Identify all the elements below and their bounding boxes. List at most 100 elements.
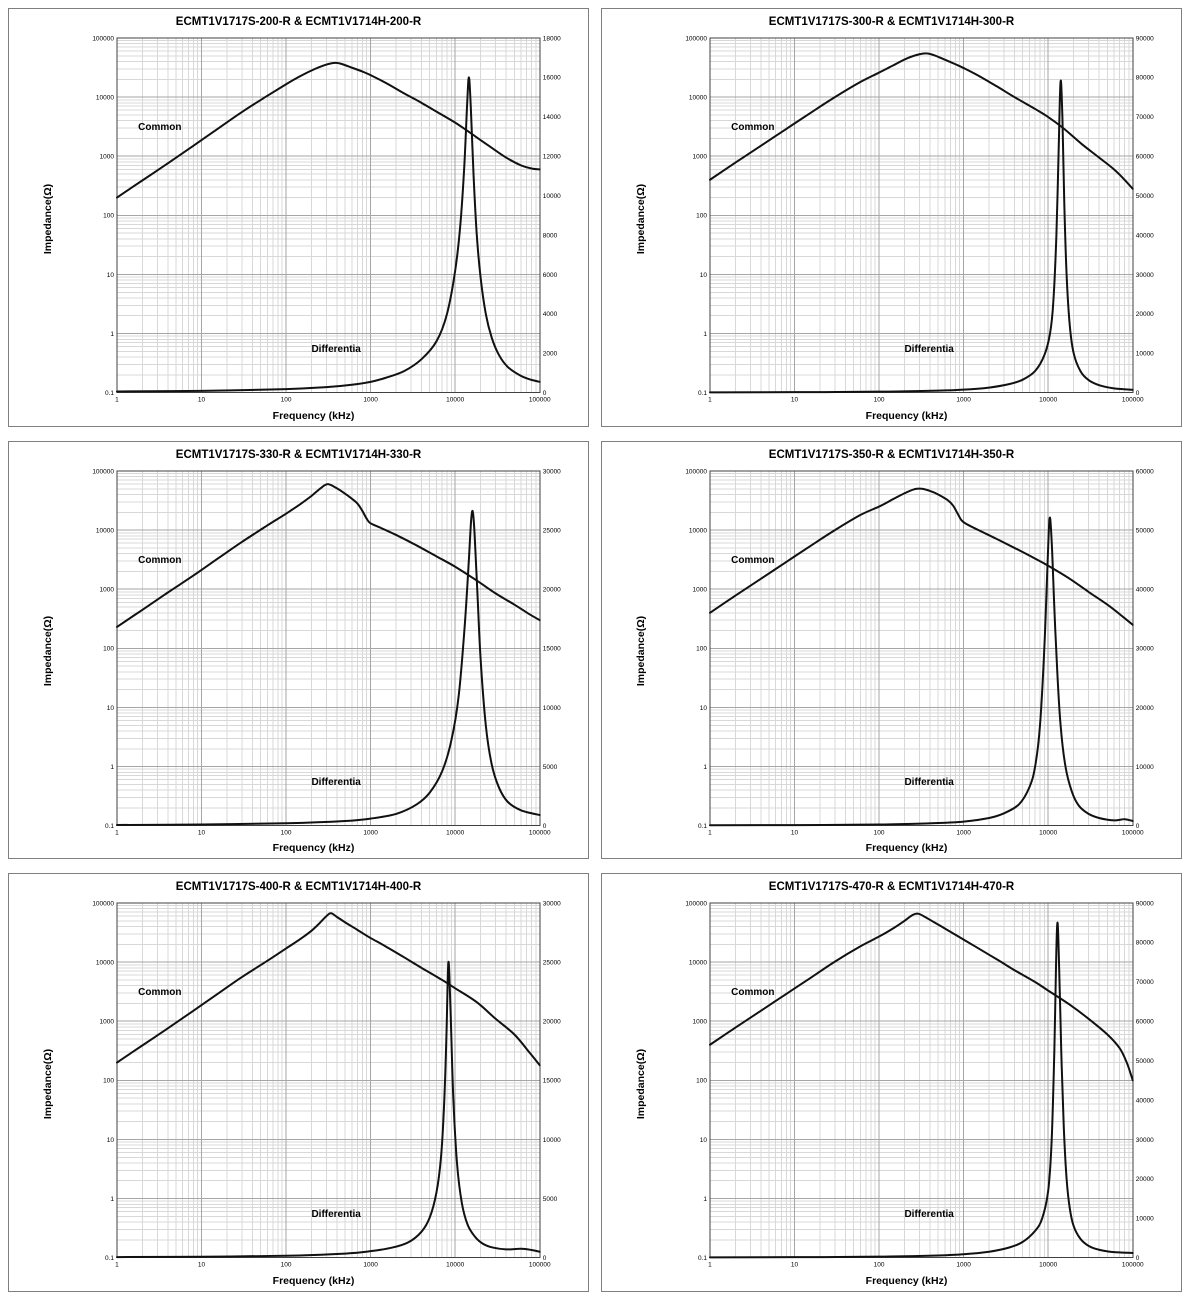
svg-text:0: 0 [1136,390,1140,397]
y-axis-label: Impedance(Ω) [635,183,648,254]
svg-text:100: 100 [103,645,114,652]
svg-text:25000: 25000 [543,527,561,534]
chart-svg: 1 10 100 1000 10000 1000000.11101001000100001… [93,35,562,404]
svg-text:20000: 20000 [543,1019,561,1026]
svg-text:100000: 100000 [1122,397,1144,404]
svg-text:2000: 2000 [543,351,558,358]
svg-text:10000: 10000 [1039,1262,1057,1269]
svg-text:30000: 30000 [1136,1137,1154,1144]
svg-text:18000: 18000 [543,35,561,42]
svg-text:100000: 100000 [93,901,115,908]
svg-text:10: 10 [198,1262,206,1269]
svg-text:60000: 60000 [1136,153,1154,160]
svg-text:10: 10 [107,1137,115,1144]
svg-text:100000: 100000 [1122,829,1144,836]
chart-plot-area: 1 10 100 1000 10000 100000 0.1 1 10 100 1000 10000 1… [676,894,1177,1274]
svg-text:1000: 1000 [693,153,708,160]
svg-text:10000: 10000 [689,94,707,101]
chart-body: Impedance(Ω) 1 10 100 1000 10000 100000 0.1 1 10… [606,894,1177,1274]
svg-text:10: 10 [700,704,708,711]
svg-text:100: 100 [874,829,885,836]
svg-text:10000: 10000 [96,960,114,967]
svg-text:100: 100 [103,1078,114,1085]
svg-text:20000: 20000 [1136,1176,1154,1183]
svg-text:14000: 14000 [543,114,561,121]
svg-text:0.1: 0.1 [105,1255,114,1262]
svg-text:100: 100 [874,1262,885,1269]
y-axis-label-wrap: Impedance(Ω) [606,894,676,1274]
chart-plot-area: 1 10 100 1000 10000 100000 0.1 1 10 100 1000 10000 1… [83,894,584,1274]
x-axis-label: Frequency (kHz) [272,842,355,855]
svg-text:100000: 100000 [686,35,708,42]
y-axis-label-wrap: Impedance(Ω) [13,462,83,842]
svg-text:1: 1 [708,829,712,836]
svg-text:4000: 4000 [543,311,558,318]
svg-text:1000: 1000 [364,829,379,836]
chart-body: Impedance(Ω) 1 10 100 1000 10000 100000 0.1 1 10… [13,29,584,409]
svg-text:10: 10 [107,704,115,711]
x-axis-label: Frequency (kHz) [865,842,948,855]
svg-text:10: 10 [107,272,115,279]
svg-text:10: 10 [198,829,206,836]
svg-text:40000: 40000 [1136,1098,1154,1105]
svg-text:Differentia: Differentia [312,1209,362,1220]
svg-text:0: 0 [543,823,547,830]
svg-text:10000: 10000 [689,960,707,967]
svg-text:0: 0 [543,1255,547,1262]
svg-text:1: 1 [704,331,708,338]
chart-panel-200: ECMT1V1717S-200-R & ECMT1V1714H-200-R Im… [8,8,589,427]
svg-text:100: 100 [103,213,114,220]
svg-text:90000: 90000 [1136,901,1154,908]
svg-text:8000: 8000 [543,232,558,239]
y-axis-label: Impedance(Ω) [635,1049,648,1120]
svg-text:10: 10 [700,272,708,279]
svg-text:40000: 40000 [1136,586,1154,593]
svg-text:12000: 12000 [543,153,561,160]
svg-text:100: 100 [696,213,707,220]
svg-text:10000: 10000 [446,829,464,836]
svg-text:10: 10 [791,1262,799,1269]
svg-text:1000: 1000 [100,586,115,593]
charts-grid: ECMT1V1717S-200-R & ECMT1V1714H-200-R Im… [8,8,1182,1292]
svg-text:60000: 60000 [1136,468,1154,475]
svg-text:1000: 1000 [693,586,708,593]
svg-text:0: 0 [1136,1255,1140,1262]
y-axis-label-wrap: Impedance(Ω) [606,29,676,409]
svg-text:Common: Common [731,988,774,999]
svg-text:100000: 100000 [93,35,115,42]
svg-text:1: 1 [111,1196,115,1203]
chart-title: ECMT1V1717S-300-R & ECMT1V1714H-300-R [768,16,1015,28]
svg-text:60000: 60000 [1136,1019,1154,1026]
y-axis-label: Impedance(Ω) [42,1049,55,1120]
chart-svg: 1 10 100 1000 10000 1000000.11101001000100001… [686,35,1155,404]
x-axis-label: Frequency (kHz) [865,1274,948,1287]
svg-text:1: 1 [115,829,119,836]
chart-plot-area: 1 10 100 1000 10000 100000 0.1 1 10 100 1000 10000 1… [83,29,584,409]
chart-title: ECMT1V1717S-470-R & ECMT1V1714H-470-R [768,881,1015,894]
x-axis-label: Frequency (kHz) [272,409,355,422]
chart-title: ECMT1V1717S-330-R & ECMT1V1714H-330-R [175,448,422,461]
svg-text:Differentia: Differentia [905,777,955,788]
chart-title: ECMT1V1717S-200-R & ECMT1V1714H-200-R [175,16,422,28]
svg-text:Common: Common [138,122,181,133]
svg-text:1000: 1000 [693,1019,708,1026]
chart-body: Impedance(Ω) 1 10 100 1000 10000 100000 0.1 1 10… [13,894,584,1274]
svg-text:25000: 25000 [543,960,561,967]
svg-text:10000: 10000 [543,704,561,711]
svg-text:1000: 1000 [364,1262,379,1269]
svg-text:70000: 70000 [1136,979,1154,986]
svg-text:0.1: 0.1 [698,823,707,830]
chart-title: ECMT1V1717S-400-R & ECMT1V1714H-400-R [175,881,422,894]
svg-text:30000: 30000 [543,901,561,908]
svg-text:5000: 5000 [543,763,558,770]
y-axis-label-wrap: Impedance(Ω) [13,894,83,1274]
y-axis-label: Impedance(Ω) [42,616,55,687]
svg-text:100000: 100000 [686,468,708,475]
svg-text:100: 100 [281,397,292,404]
y-axis-label: Impedance(Ω) [635,616,648,687]
chart-svg: 1 10 100 1000 10000 1000000.11101001000100001… [686,468,1155,836]
chart-svg: 1 10 100 1000 10000 1000000.11101001000100001… [686,901,1155,1269]
svg-text:Differentia: Differentia [312,777,362,788]
svg-text:1: 1 [111,763,115,770]
svg-text:40000: 40000 [1136,232,1154,239]
